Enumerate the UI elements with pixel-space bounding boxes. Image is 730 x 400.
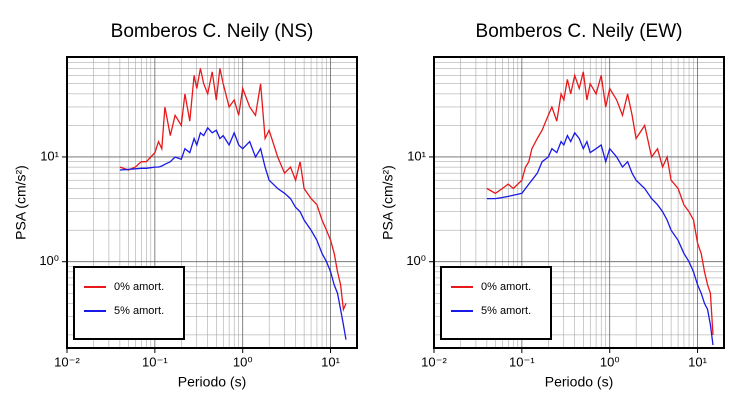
series-line: [119, 68, 347, 313]
y-axis-label: PSA (cm/s²): [380, 165, 396, 240]
x-tick-label: 10⁻²: [421, 354, 447, 369]
x-tick-label: 10⁻²: [54, 354, 80, 369]
x-tick-label: 10⁻¹: [509, 354, 535, 369]
x-tick-label: 10⁰: [600, 354, 620, 369]
x-tick-label: 10⁻¹: [142, 354, 168, 369]
x-tick-label: 10⁰: [233, 354, 253, 369]
legend-label: 5% amort.: [481, 305, 531, 317]
series-line: [119, 126, 347, 340]
legend-label: 0% amort.: [481, 281, 531, 293]
chart-title: Bomberos C. Neily (NS): [111, 21, 314, 42]
y-tick-label: 10¹: [407, 148, 426, 163]
x-axis-label: Periodo (s): [178, 374, 246, 390]
y-tick-label: 10¹: [40, 148, 59, 163]
x-tick-label: 10¹: [321, 354, 340, 369]
chart-title: Bomberos C. Neily (EW): [476, 21, 683, 42]
y-tick-label: 10⁰: [406, 253, 426, 268]
y-axis-label: PSA (cm/s²): [13, 165, 29, 240]
series-line: [486, 71, 714, 335]
plot-frame: [66, 56, 358, 349]
legend-box: [73, 266, 185, 340]
legend-label: 0% amort.: [114, 281, 164, 293]
plot-frame: [433, 56, 725, 349]
legend-box: [440, 266, 552, 340]
series-line: [486, 131, 714, 346]
legend-label: 5% amort.: [114, 305, 164, 317]
x-axis-label: Periodo (s): [545, 374, 613, 390]
y-tick-label: 10⁰: [39, 253, 59, 268]
x-tick-label: 10¹: [688, 354, 707, 369]
